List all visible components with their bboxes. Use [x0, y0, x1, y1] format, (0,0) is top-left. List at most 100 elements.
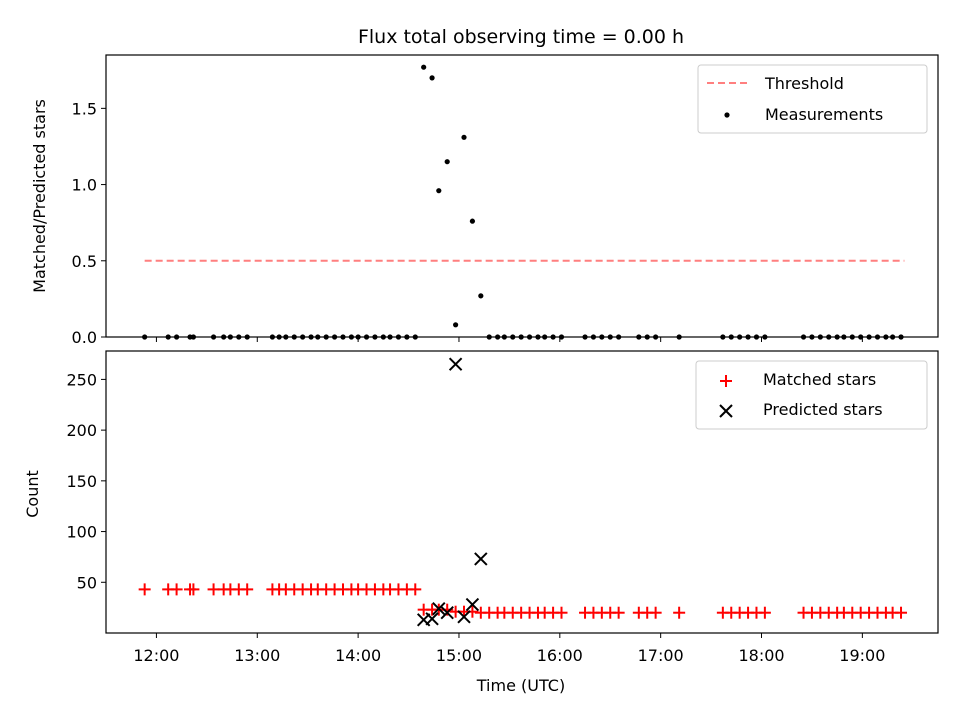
bottom-x-tick-label: 16:00	[537, 646, 583, 665]
predicted-star-point	[474, 552, 488, 566]
bottom-x-tick-label: 19:00	[839, 646, 885, 665]
measurement-point	[190, 334, 197, 340]
measurement-point	[227, 334, 233, 340]
matched-star-point	[612, 606, 625, 619]
measurement-point	[535, 334, 541, 340]
matched-star-point	[170, 583, 183, 596]
top-y-tick-label: 0.5	[72, 252, 97, 271]
predicted-star-point	[425, 612, 439, 626]
legend-matched-swatch	[720, 375, 732, 387]
matched-stars-points	[138, 583, 908, 619]
measurement-point	[276, 334, 282, 340]
measurement-point	[826, 334, 832, 340]
measurement-point	[582, 334, 588, 340]
chart-title: Flux total observing time = 0.00 h	[358, 26, 684, 48]
measurement-point	[883, 334, 889, 340]
matched-star-point	[758, 606, 771, 619]
bottom-y-ticks: 50 100 150 200 250	[66, 370, 106, 592]
matched-star-point	[207, 583, 220, 596]
measurement-point	[244, 334, 250, 340]
bottom-y-tick-label: 250	[66, 370, 97, 389]
measurement-point	[355, 334, 361, 340]
bottom-y-tick-label: 50	[77, 573, 97, 592]
matched-star-point	[673, 606, 686, 619]
measurement-point	[387, 334, 393, 340]
measurement-point	[469, 218, 476, 224]
bottom-x-tick-label: 14:00	[335, 646, 381, 665]
bottom-x-tick-label: 15:00	[436, 646, 482, 665]
legend-predicted-label: Predicted stars	[763, 400, 883, 419]
measurement-point	[495, 334, 501, 340]
bottom-y-tick-label: 200	[66, 421, 97, 440]
measurement-point	[315, 334, 321, 340]
measurement-point	[340, 334, 346, 340]
measurement-point	[308, 334, 314, 340]
predicted-star-point	[465, 597, 480, 612]
top-legend: Threshold Measurements	[697, 64, 928, 134]
measurement-point	[728, 334, 734, 340]
measurement-point	[636, 334, 642, 340]
top-y-ticks: 0.0 0.5 1.0 1.5	[72, 99, 106, 347]
top-y-tick-label: 1.5	[72, 99, 97, 118]
measurement-point	[866, 334, 872, 340]
matched-star-point	[241, 583, 254, 596]
measurement-point	[518, 334, 524, 340]
bottom-x-tick-label: 13:00	[234, 646, 280, 665]
bottom-x-tick-label: 12:00	[133, 646, 179, 665]
measurement-point	[210, 334, 217, 340]
top-x-ticks	[155, 337, 863, 342]
bottom-legend-box	[695, 360, 928, 430]
measurement-point	[550, 334, 556, 340]
measurement-point	[363, 334, 370, 340]
measurement-point	[676, 334, 682, 340]
bottom-panel: 50 100 150 200 250 12:00 13:00 14:00 15:00 16:00…	[23, 350, 939, 695]
matched-star-point	[138, 583, 151, 596]
measurement-point	[800, 334, 807, 340]
bottom-y-axis-label: Count	[23, 470, 42, 518]
measurement-point	[849, 334, 855, 340]
measurement-point	[644, 334, 650, 340]
measurement-point	[590, 334, 597, 340]
measurement-point	[372, 334, 378, 340]
bottom-legend: Matched stars Predicted stars	[695, 360, 928, 430]
measurement-point	[874, 334, 881, 340]
measurement-point	[269, 334, 275, 340]
measurement-point	[404, 334, 410, 340]
measurement-point	[478, 293, 484, 299]
measurement-point	[380, 334, 386, 340]
matched-star-point	[555, 606, 568, 619]
measurement-point	[720, 334, 726, 340]
measurement-point	[510, 334, 516, 340]
measurement-point	[421, 64, 427, 70]
matched-star-point	[409, 583, 422, 596]
measurement-point	[558, 334, 565, 340]
predicted-star-point	[432, 601, 446, 616]
measurement-point	[348, 334, 354, 340]
measurement-point	[461, 134, 467, 140]
measurement-point	[331, 334, 338, 340]
measurement-point	[486, 334, 492, 340]
measurement-point	[173, 334, 180, 340]
legend-predicted-swatch	[719, 404, 733, 418]
measurement-point	[283, 334, 289, 340]
x-axis-label: Time (UTC)	[476, 676, 565, 695]
measurement-point	[834, 334, 840, 340]
measurement-point	[745, 334, 751, 340]
measurement-point	[526, 334, 533, 340]
measurement-point	[653, 334, 659, 340]
measurement-point	[542, 334, 548, 340]
measurement-point	[809, 334, 815, 340]
measurement-point	[221, 334, 227, 340]
measurement-point	[291, 334, 297, 340]
measurement-point	[436, 188, 442, 194]
measurements-points	[142, 64, 904, 340]
matched-star-point	[895, 606, 908, 619]
bottom-x-tick-label: 17:00	[638, 646, 684, 665]
measurement-point	[165, 334, 171, 340]
measurement-point	[753, 334, 760, 340]
measurement-point	[444, 159, 450, 165]
matched-star-point	[649, 606, 662, 619]
predicted-stars-points	[416, 357, 488, 627]
bottom-y-tick-label: 150	[66, 472, 97, 491]
